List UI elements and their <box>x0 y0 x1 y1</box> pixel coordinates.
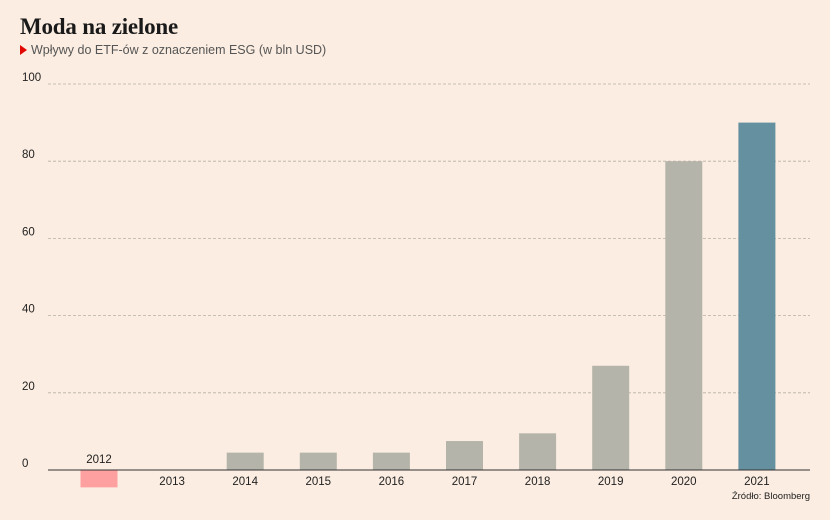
bar-2012 <box>80 470 118 488</box>
bar-2017 <box>446 441 483 470</box>
x-tick-label: 2020 <box>671 476 697 488</box>
x-tick-label: 2015 <box>306 476 332 488</box>
y-tick-label: 20 <box>22 381 35 393</box>
chart-subtitle-row: Wpływy do ETF-ów z oznaczeniem ESG (w bl… <box>20 43 326 57</box>
x-tick-label: 2014 <box>232 476 258 488</box>
x-tick-label: 2012 <box>86 454 112 466</box>
y-tick-label: 40 <box>22 304 35 316</box>
chart-subtitle: Wpływy do ETF-ów z oznaczeniem ESG (w bl… <box>31 43 327 57</box>
bar-2019 <box>592 365 630 470</box>
source-note: Źródło: Bloomberg <box>731 491 810 502</box>
y-tick-label: 100 <box>22 72 41 84</box>
bar-2015 <box>299 452 337 470</box>
bar-2021 <box>738 122 776 470</box>
bar-2020 <box>665 161 703 470</box>
y-tick-label: 60 <box>22 226 35 238</box>
chart-title: Moda na zielone <box>20 14 178 39</box>
bar-2014 <box>226 452 264 470</box>
y-tick-label: 0 <box>22 458 28 470</box>
x-tick-label: 2016 <box>379 476 405 488</box>
bar-2016 <box>372 452 410 470</box>
x-tick-label: 2013 <box>159 476 185 488</box>
x-tick-label: 2021 <box>744 476 770 488</box>
y-tick-label: 80 <box>22 149 35 161</box>
x-tick-label: 2019 <box>598 476 624 488</box>
bar-2018 <box>519 433 557 470</box>
triangle-marker-icon <box>20 45 27 55</box>
x-tick-label: 2017 <box>452 476 478 488</box>
x-tick-label: 2018 <box>525 476 551 488</box>
